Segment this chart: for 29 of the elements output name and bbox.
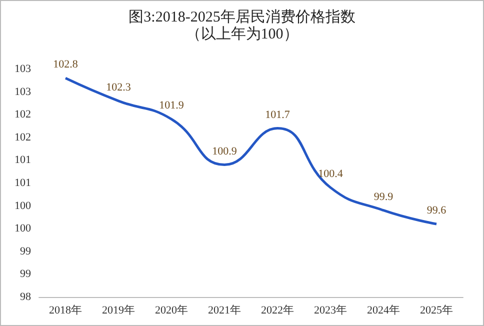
y-tick-label: 103 <box>14 86 32 98</box>
x-tick-label: 2018年 <box>49 304 82 316</box>
chart-title: 图3:2018-2025年居民消费价格指数 <box>128 8 356 26</box>
y-tick-label: 98 <box>20 291 32 303</box>
y-tick-label: 101 <box>14 177 31 189</box>
data-label: 101.9 <box>159 100 184 112</box>
y-tick-label: 100 <box>14 222 32 235</box>
x-tick-label: 2023年 <box>314 304 347 316</box>
y-tick-label: 102 <box>14 108 31 121</box>
x-tick-label: 2020年 <box>155 304 188 316</box>
y-tick-label: 99 <box>20 245 32 258</box>
chart-subtitle: （以上年为100） <box>186 26 298 42</box>
x-tick-label: 2022年 <box>261 304 294 316</box>
data-label: 99.9 <box>374 190 394 203</box>
data-label: 99.6 <box>426 204 447 217</box>
y-tick-label: 102 <box>14 131 31 144</box>
y-tick-label: 103 <box>14 63 32 75</box>
x-tick-label: 2019年 <box>102 304 135 316</box>
data-label: 101.7 <box>265 108 290 121</box>
data-label: 102.3 <box>106 81 132 94</box>
data-label: 102.8 <box>53 58 78 71</box>
x-tick-label: 2024年 <box>367 304 400 316</box>
data-label: 100.4 <box>318 168 344 180</box>
y-tick-label: 101 <box>14 154 31 166</box>
y-tick-label: 100 <box>14 200 32 212</box>
x-tick-label: 2021年 <box>208 304 241 316</box>
data-label: 100.9 <box>212 145 238 158</box>
y-tick-label: 99 <box>20 268 32 280</box>
x-tick-label: 2025年 <box>420 304 453 316</box>
